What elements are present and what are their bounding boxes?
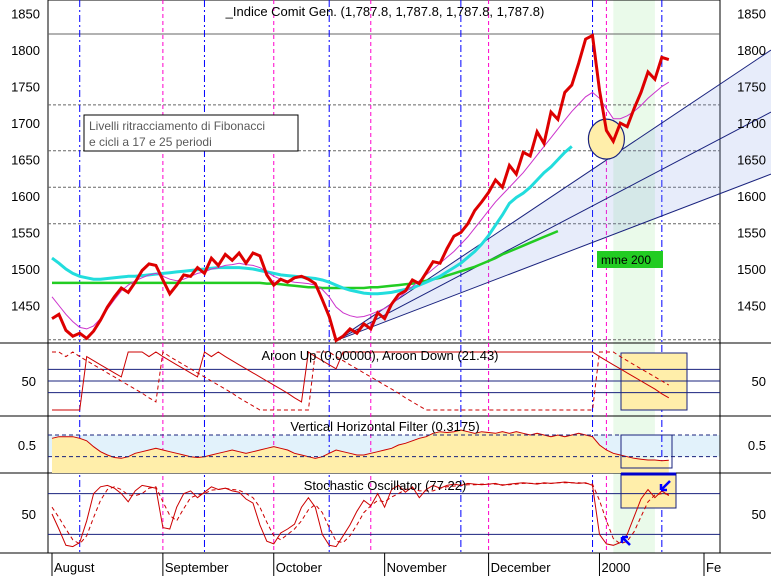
price-tick-label-left: 1750 — [11, 80, 40, 95]
ma-200-label: mme 200 — [601, 253, 651, 267]
aroon-tick-left: 50 — [22, 374, 36, 389]
x-axis-label: 2000 — [601, 560, 630, 575]
stoch-title: Stochastic Oscillator (77.22) — [304, 478, 467, 493]
price-title: _Indice Comit Gen. (1,787.8, 1,787.8, 1,… — [225, 4, 545, 19]
fan-line — [335, 49, 771, 341]
fan-line — [335, 173, 771, 342]
price-tick-label-right: 1500 — [737, 262, 766, 277]
fan-line — [335, 111, 771, 341]
stoch-tick-left: 50 — [22, 507, 36, 522]
annotation-box — [83, 114, 299, 152]
x-axis-label: October — [276, 560, 323, 575]
stoch-highlight-box — [620, 473, 677, 509]
vhf-area — [52, 430, 669, 473]
price-tick-label-left: 1450 — [11, 299, 40, 314]
stoch-d-line — [51, 482, 669, 545]
x-axis-label: August — [54, 560, 95, 575]
aroon-tick-right: 50 — [752, 374, 766, 389]
vhf-tick-left: 0.5 — [18, 438, 36, 453]
price-tick-label-left: 1600 — [11, 189, 40, 204]
x-axis-label: December — [491, 560, 552, 575]
ma-short-line — [51, 81, 670, 330]
price-tick-label-left: 1500 — [11, 262, 40, 277]
aroon-title: Aroon Up (0.00000), Aroon Down (21.43) — [261, 348, 498, 363]
price-tick-label-left: 1800 — [11, 43, 40, 58]
stoch-k-line — [51, 481, 670, 548]
vhf-highlight-box — [620, 434, 673, 469]
price-tick-label-right: 1850 — [737, 7, 766, 22]
price-tick-label-right: 1800 — [737, 43, 766, 58]
price-line — [51, 33, 670, 343]
x-axis-label: September — [165, 560, 229, 575]
price-tick-label-left: 1650 — [11, 153, 40, 168]
arrow-icon — [659, 480, 671, 492]
price-tick-label-right: 1550 — [737, 226, 766, 241]
highlight-circle — [587, 118, 626, 160]
price-tick-label-left: 1550 — [11, 226, 40, 241]
x-axis-label: Fe — [706, 560, 721, 575]
vhf-line — [51, 429, 669, 462]
annotation-line: Livelli ritracciamento di Fibonacci — [89, 119, 265, 133]
annotation-line: e cicli a 17 e 25 periodi — [89, 135, 212, 149]
price-tick-label-right: 1700 — [737, 116, 766, 131]
price-tick-label-right: 1600 — [737, 189, 766, 204]
ma-label-box — [597, 251, 663, 268]
price-tick-label-left: 1700 — [11, 116, 40, 131]
price-tick-label-right: 1450 — [737, 299, 766, 314]
aroon-up-line — [52, 351, 670, 411]
price-tick-label-right: 1650 — [737, 153, 766, 168]
aroon-down-line — [52, 351, 670, 411]
price-tick-label-right: 1750 — [737, 80, 766, 95]
vhf-tick-right: 0.5 — [748, 438, 766, 453]
arrow-icon — [620, 535, 631, 546]
vhf-title: Vertical Horizontal Filter (0.3175) — [290, 419, 479, 434]
price-tick-label-left: 1850 — [11, 7, 40, 22]
x-axis-label: November — [387, 560, 448, 575]
stoch-tick-right: 50 — [752, 507, 766, 522]
